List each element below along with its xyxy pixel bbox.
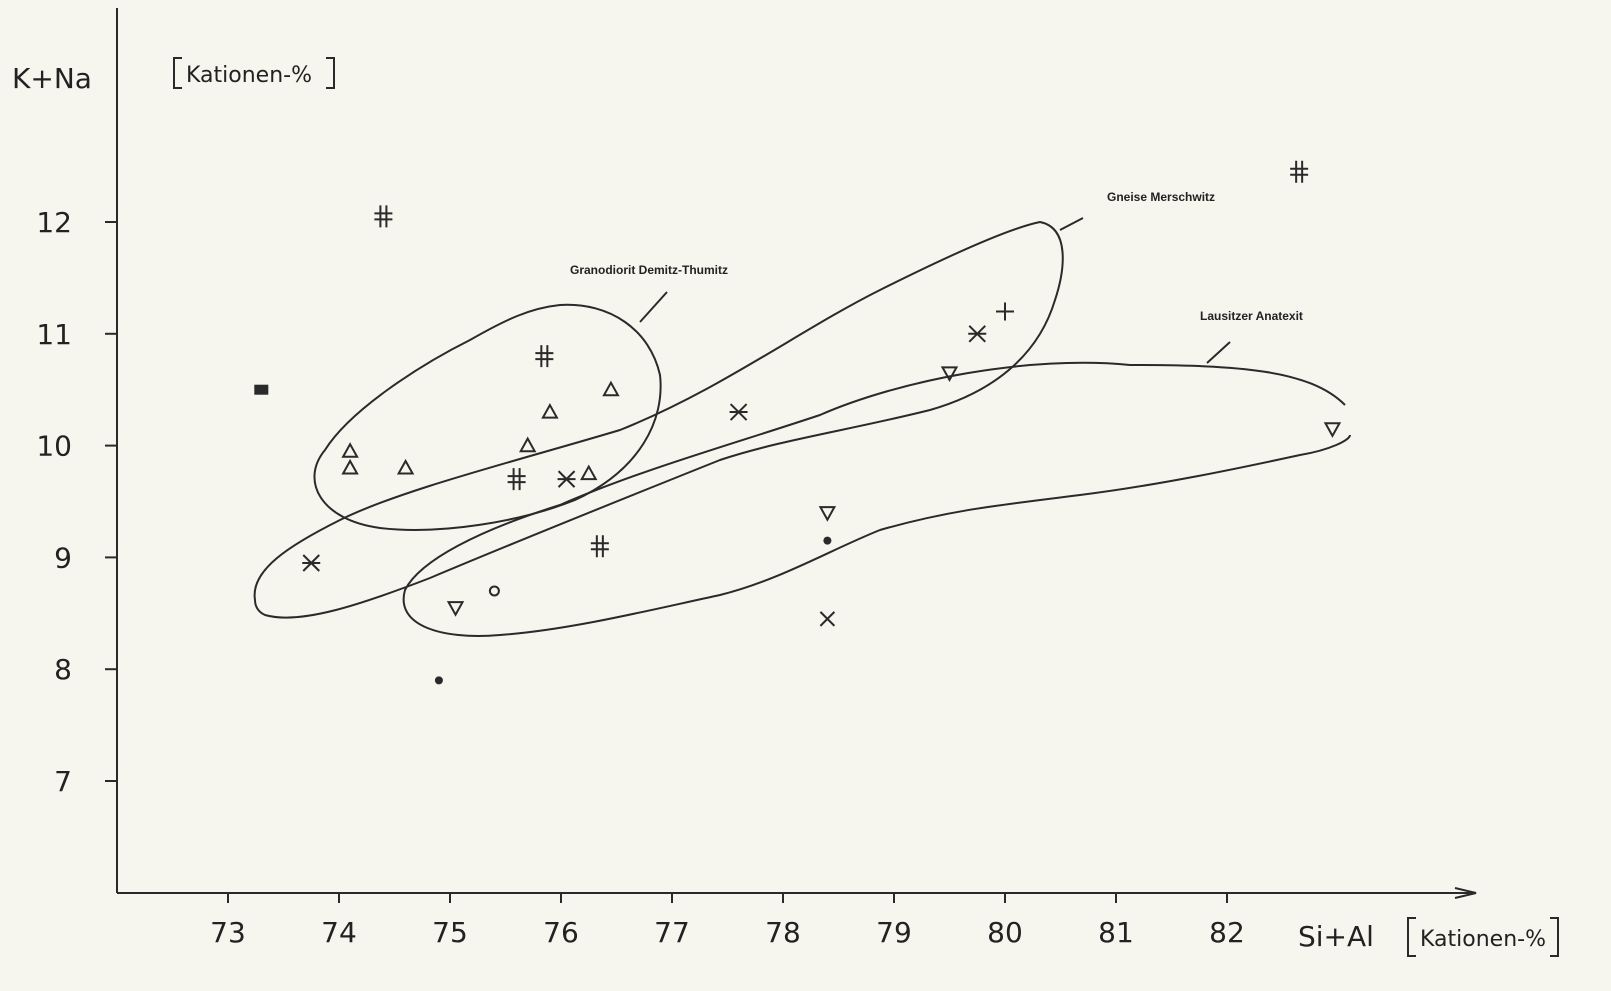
point-square-filled-25 [254, 384, 269, 395]
y-axis-title: K+Na [12, 62, 92, 95]
region-outline-granodiorit [313, 303, 662, 531]
regions [253, 220, 1351, 637]
leader-line-gneise [1059, 217, 1084, 231]
x-tick-label-73: 73 [210, 916, 246, 949]
region-label-lausitzer: Lausitzer Anatexit [1200, 309, 1303, 323]
y-tick-label-7: 7 [54, 765, 72, 798]
x-tick-label-79: 79 [876, 916, 912, 949]
x-tick-label-74: 74 [321, 916, 357, 949]
point-star-12 [302, 554, 321, 572]
point-circle-open-22 [488, 585, 500, 597]
point-triangle-down-18 [940, 366, 959, 382]
x-axis-unit: Kationen-% [1420, 927, 1546, 952]
region-outline-gneise [253, 220, 1064, 619]
point-double-hash-7 [374, 205, 393, 228]
axes [116, 8, 1477, 899]
x-axis-arrow [1454, 887, 1477, 899]
point-star-14 [729, 403, 748, 421]
x-tick-label-81: 81 [1098, 916, 1134, 949]
point-cross-21 [819, 611, 836, 627]
y-axis-title-group: K+Na Kationen-% [12, 57, 335, 95]
x-unit-bracket-right [1550, 917, 1559, 957]
point-triangle-down-17 [818, 506, 837, 522]
point-plus-20 [996, 302, 1014, 321]
region-label-gneise: Gneise Merschwitz [1107, 190, 1215, 204]
x-tick-label-75: 75 [432, 916, 468, 949]
x-tick-label-78: 78 [765, 916, 801, 949]
y-unit-bracket-right [326, 57, 335, 89]
x-tick-label-80: 80 [987, 916, 1023, 949]
point-double-hash-10 [590, 535, 609, 558]
point-triangle-up-4 [541, 403, 559, 419]
point-dot-23 [823, 536, 832, 545]
point-triangle-up-6 [602, 380, 620, 397]
x-axis-title: Si+Al [1298, 920, 1374, 953]
y-unit-bracket-left [173, 57, 182, 89]
data-points [254, 160, 1342, 685]
point-double-hash-8 [535, 345, 554, 368]
y-tick-label-9: 9 [54, 541, 72, 574]
y-tick-label-8: 8 [54, 653, 72, 686]
y-tick-label-11: 11 [36, 318, 72, 351]
point-triangle-up-0 [341, 442, 359, 458]
y-axis-unit: Kationen-% [186, 63, 312, 88]
point-triangle-up-2 [396, 458, 415, 475]
region-outline-lausitzer [402, 361, 1351, 637]
y-tick-label-12: 12 [36, 206, 72, 239]
point-dot-24 [434, 676, 443, 685]
point-star-15 [968, 325, 987, 343]
point-double-hash-11 [1290, 160, 1309, 183]
leader-line-lausitzer [1206, 341, 1231, 364]
point-triangle-down-19 [1323, 422, 1342, 438]
region-label-granodiorit: Granodiorit Demitz-Thumitz [570, 263, 728, 277]
x-tick-label-82: 82 [1209, 916, 1245, 949]
point-triangle-up-5 [580, 464, 598, 481]
x-unit-bracket-left [1407, 917, 1416, 957]
leader-line-granodiorit [639, 291, 668, 323]
point-star-13 [557, 470, 576, 488]
point-double-hash-9 [507, 468, 526, 491]
y-tick-label-10: 10 [36, 430, 72, 463]
x-axis-title-group: Si+Al Kationen-% [1298, 917, 1559, 957]
point-triangle-up-3 [519, 436, 537, 453]
point-triangle-up-1 [341, 458, 359, 475]
region-labels: Granodiorit Demitz-Thumitz Gneise Mersch… [570, 190, 1303, 364]
point-triangle-down-16 [446, 601, 465, 617]
x-tick-label-77: 77 [654, 916, 690, 949]
x-tick-label-76: 76 [543, 916, 579, 949]
